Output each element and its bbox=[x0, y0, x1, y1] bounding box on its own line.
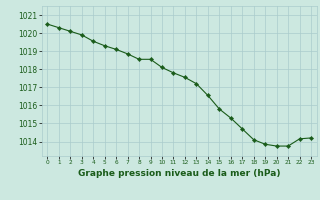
X-axis label: Graphe pression niveau de la mer (hPa): Graphe pression niveau de la mer (hPa) bbox=[78, 169, 280, 178]
